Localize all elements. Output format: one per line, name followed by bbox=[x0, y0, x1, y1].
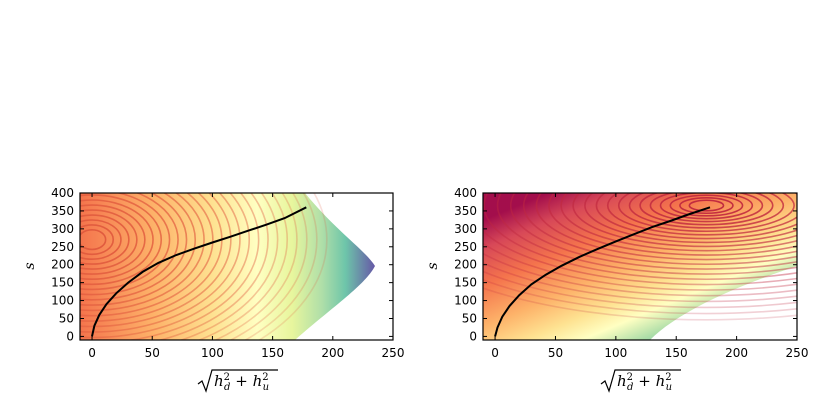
right-curve bbox=[494, 206, 711, 337]
left-plot-area bbox=[80, 193, 375, 340]
contour-line bbox=[572, 193, 797, 248]
x-tick-label: 150 bbox=[261, 346, 284, 360]
contour-line bbox=[483, 252, 797, 297]
contour-line bbox=[213, 193, 298, 340]
contour-line bbox=[606, 193, 797, 236]
contour-line bbox=[595, 193, 797, 240]
contour-line bbox=[659, 193, 754, 220]
y-tick-label: 100 bbox=[51, 294, 74, 308]
right-panel: 0 50 100 150 200 250050100150200250300350400 … bbox=[425, 186, 808, 360]
contour-line bbox=[80, 193, 205, 312]
y-tick-label: 0 bbox=[469, 329, 477, 343]
left-panel: 0 50 100 150 200 250050100150200250300350400 … bbox=[22, 186, 404, 360]
contour-line bbox=[80, 193, 171, 291]
x-tick-label: 0 bbox=[88, 346, 96, 360]
y-tick-label: 400 bbox=[454, 186, 477, 200]
left-filled-region bbox=[80, 193, 375, 340]
y-tick-label: 200 bbox=[51, 258, 74, 272]
y-tick-label: 350 bbox=[454, 204, 477, 218]
right-sqrt-sign bbox=[600, 369, 681, 393]
contour-line bbox=[509, 193, 797, 270]
y-tick-label: 300 bbox=[51, 222, 74, 236]
contour-line bbox=[688, 199, 725, 212]
right-filled-region bbox=[483, 193, 797, 340]
contour-line bbox=[80, 193, 179, 296]
y-tick-label: 400 bbox=[51, 186, 74, 200]
contour-line bbox=[80, 199, 154, 280]
contour-line bbox=[483, 229, 797, 286]
x-tick-label: 200 bbox=[725, 346, 748, 360]
left-ticks: 0 50 100 150 200 250 0 50 100 150 200 250 300 350 400 bbox=[51, 186, 404, 360]
contour-line bbox=[80, 214, 130, 265]
contour-line bbox=[483, 242, 797, 291]
contour-line bbox=[639, 193, 774, 226]
y-tick-label: 350 bbox=[51, 204, 74, 218]
right-axes-frame bbox=[482, 192, 798, 341]
y-tick-label: 100 bbox=[454, 294, 477, 308]
right-ylabel: s bbox=[425, 262, 441, 269]
y-tick-label: 250 bbox=[51, 240, 74, 254]
x-tick-label: 100 bbox=[201, 346, 224, 360]
contour-line bbox=[80, 193, 232, 328]
contour-line bbox=[80, 193, 197, 306]
contour-line bbox=[80, 204, 146, 275]
y-tick-label: 0 bbox=[66, 329, 74, 343]
contour-line bbox=[157, 193, 269, 340]
contour-line bbox=[80, 193, 214, 317]
y-tick-label: 200 bbox=[454, 258, 477, 272]
y-tick-label: 50 bbox=[462, 311, 477, 325]
contour-line bbox=[257, 193, 328, 340]
contour-line bbox=[80, 219, 122, 261]
contour-line bbox=[80, 224, 115, 256]
contour-line bbox=[617, 193, 795, 233]
contour-line bbox=[522, 193, 797, 266]
y-tick-label: 150 bbox=[454, 276, 477, 290]
x-tick-label: 50 bbox=[145, 346, 160, 360]
right-plot-area bbox=[483, 193, 797, 340]
left-axes-frame bbox=[79, 192, 394, 341]
x-tick-label: 150 bbox=[665, 346, 688, 360]
contour-line bbox=[560, 193, 797, 252]
contour-line bbox=[80, 209, 138, 270]
x-tick-label: 200 bbox=[321, 346, 344, 360]
contour-line bbox=[126, 193, 260, 340]
contour-line bbox=[483, 287, 797, 321]
right-contour-lines bbox=[483, 193, 797, 321]
contour-line bbox=[80, 229, 107, 251]
x-tick-label: 100 bbox=[604, 346, 627, 360]
x-tick-label: 50 bbox=[548, 346, 563, 360]
y-tick-label: 300 bbox=[454, 222, 477, 236]
contour-line bbox=[483, 270, 797, 309]
contour-line bbox=[483, 261, 797, 303]
contour-line bbox=[197, 193, 288, 340]
contour-line bbox=[679, 197, 734, 215]
contour-line bbox=[628, 193, 785, 229]
y-tick-label: 150 bbox=[51, 276, 74, 290]
contour-line bbox=[535, 193, 797, 261]
contour-line bbox=[649, 193, 764, 223]
left-ylabel: s bbox=[22, 262, 38, 269]
contour-line bbox=[548, 193, 797, 256]
contour-line bbox=[483, 279, 797, 315]
right-ticks: 0 50 100 150 200 250 0 50 100 150 200 250 300 350 400 bbox=[454, 186, 808, 360]
contour-line bbox=[229, 193, 308, 340]
contour-line bbox=[243, 193, 318, 340]
y-tick-label: 250 bbox=[454, 240, 477, 254]
x-tick-label: 250 bbox=[786, 346, 809, 360]
x-tick-label: 0 bbox=[491, 346, 499, 360]
x-tick-label: 250 bbox=[382, 346, 405, 360]
contour-line bbox=[669, 194, 744, 217]
contour-line bbox=[80, 193, 188, 301]
contour-line bbox=[496, 193, 797, 275]
contour-line bbox=[483, 193, 797, 281]
left-sqrt-sign bbox=[197, 369, 278, 393]
contour-line bbox=[584, 193, 797, 244]
left-curve bbox=[91, 206, 307, 337]
contour-line bbox=[178, 193, 279, 340]
y-tick-label: 50 bbox=[59, 311, 74, 325]
